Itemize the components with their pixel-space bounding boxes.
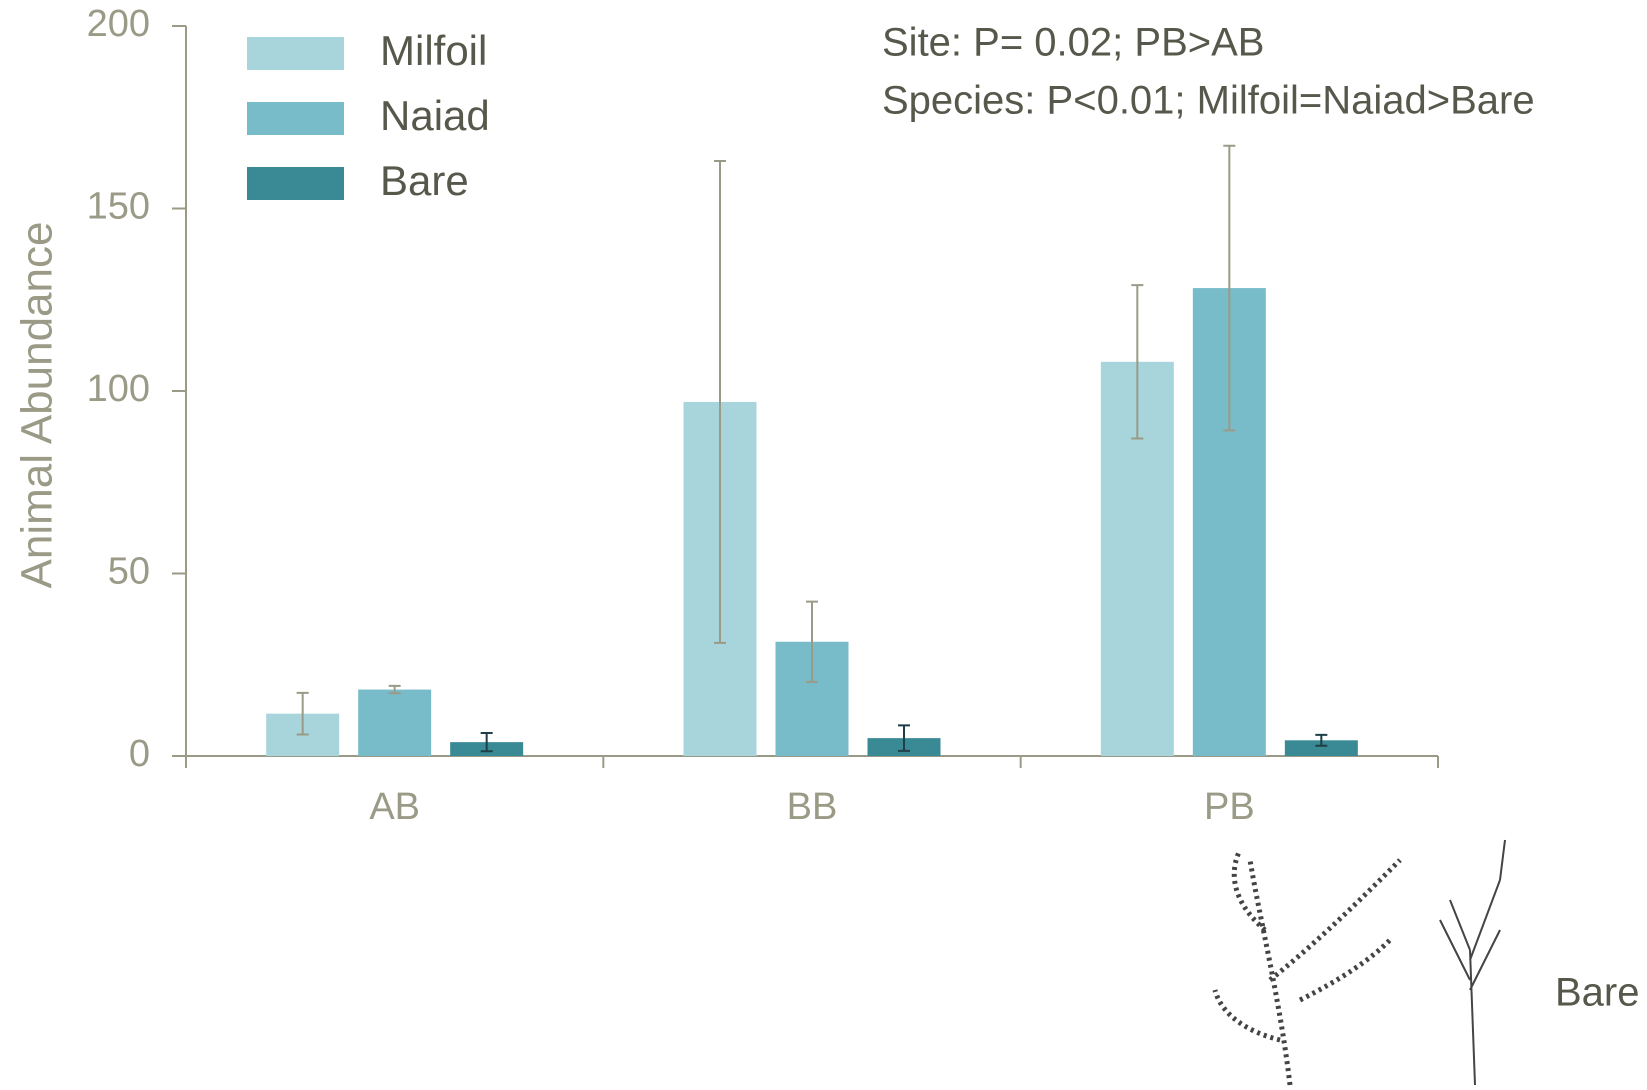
legend-label: Bare	[380, 157, 469, 204]
y-tick-label: 200	[87, 3, 150, 45]
legend-swatch	[247, 37, 344, 70]
image-caption: Bare	[1555, 971, 1640, 1015]
annotation: Species: P<0.01; Milfoil=Naiad>Bare	[882, 79, 1535, 123]
y-tick-label: 50	[108, 551, 150, 593]
legend-swatch	[247, 102, 344, 135]
legend-label: Naiad	[380, 92, 490, 139]
plant-illustration	[1215, 840, 1505, 1085]
y-tick-label: 150	[87, 186, 150, 228]
page: Animal Abundance Site: P= 0.02; PB>AB Sp…	[0, 0, 1647, 1090]
y-tick-label: 0	[129, 733, 150, 775]
x-tick-label: PB	[1204, 786, 1255, 828]
y-axis-label: Animal Abundance	[13, 222, 62, 589]
x-tick-label: BB	[787, 786, 838, 828]
y-tick-label: 100	[87, 368, 150, 410]
chart: Animal Abundance Site: P= 0.02; PB>AB Sp…	[0, 0, 1647, 1090]
x-tick-label: AB	[369, 786, 420, 828]
legend-swatch	[247, 167, 344, 200]
annotation: Site: P= 0.02; PB>AB	[882, 21, 1264, 65]
legend-label: Milfoil	[380, 27, 487, 74]
bar	[358, 690, 431, 756]
